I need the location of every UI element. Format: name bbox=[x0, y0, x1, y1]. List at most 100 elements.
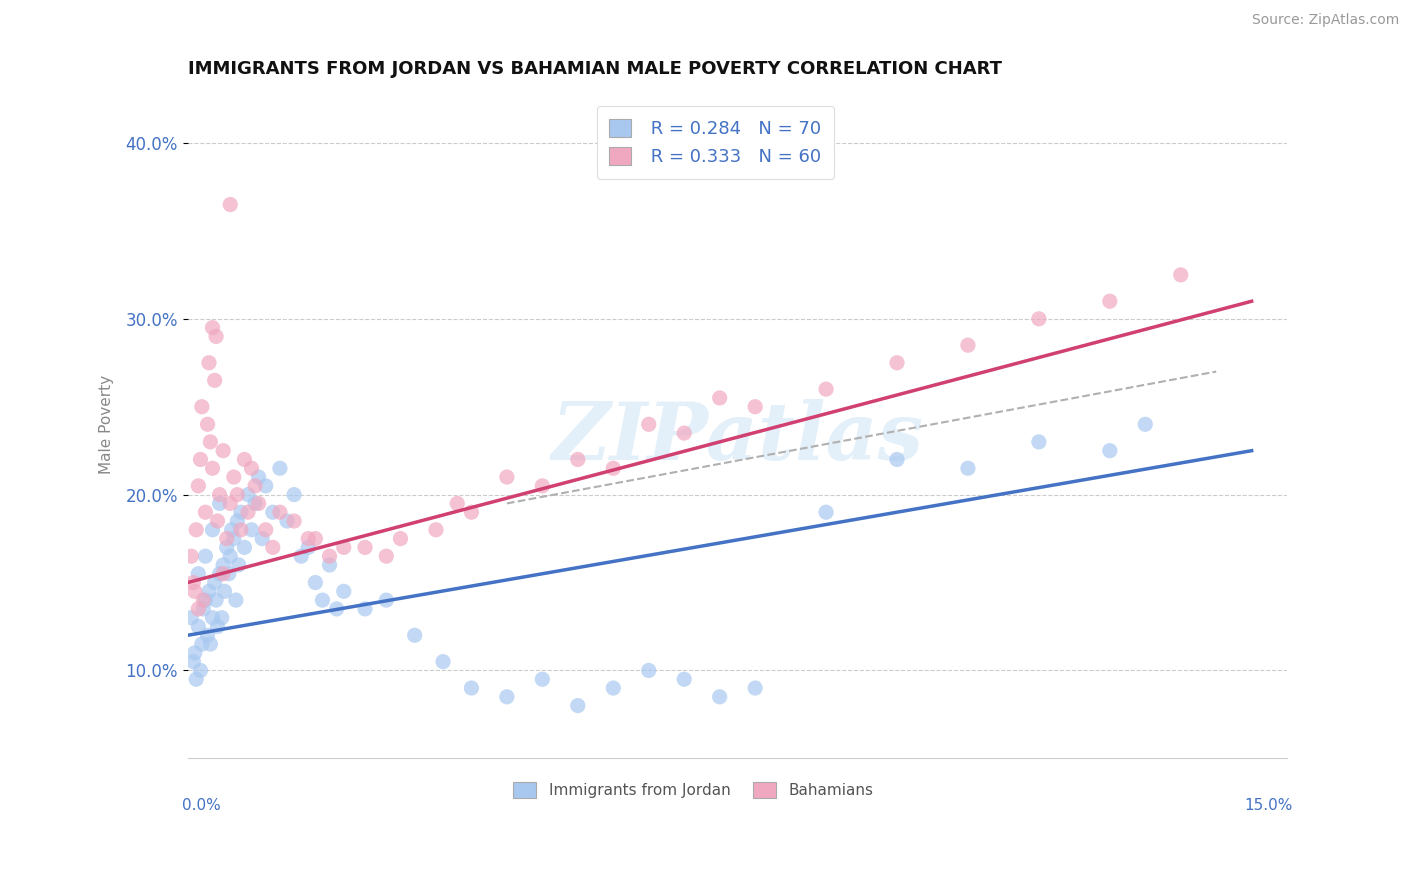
Point bbox=[1098, 294, 1121, 309]
Point bbox=[276, 514, 298, 528]
Point bbox=[226, 514, 249, 528]
Point bbox=[215, 532, 238, 546]
Point bbox=[222, 532, 245, 546]
Point bbox=[311, 593, 333, 607]
Point bbox=[201, 523, 224, 537]
Point bbox=[214, 584, 236, 599]
Point bbox=[247, 496, 270, 510]
Point bbox=[389, 532, 412, 546]
Point bbox=[197, 417, 219, 432]
Point bbox=[404, 628, 426, 642]
Point bbox=[425, 523, 447, 537]
Point bbox=[201, 461, 224, 475]
Point bbox=[194, 549, 217, 564]
Point bbox=[354, 541, 377, 555]
Point bbox=[432, 655, 454, 669]
Point bbox=[567, 452, 589, 467]
Point bbox=[218, 566, 240, 581]
Point bbox=[247, 470, 270, 484]
Point bbox=[198, 584, 221, 599]
Point bbox=[229, 505, 252, 519]
Point bbox=[191, 637, 214, 651]
Point bbox=[269, 461, 291, 475]
Legend: Immigrants from Jordan, Bahamians: Immigrants from Jordan, Bahamians bbox=[508, 776, 880, 805]
Text: Source: ZipAtlas.com: Source: ZipAtlas.com bbox=[1251, 13, 1399, 28]
Point bbox=[219, 197, 242, 211]
Point bbox=[1028, 311, 1050, 326]
Point bbox=[744, 681, 766, 695]
Point bbox=[193, 602, 215, 616]
Point bbox=[602, 681, 624, 695]
Point bbox=[190, 664, 212, 678]
Point bbox=[212, 566, 235, 581]
Point bbox=[208, 566, 231, 581]
Point bbox=[194, 593, 217, 607]
Point bbox=[240, 523, 263, 537]
Point bbox=[673, 426, 696, 441]
Point bbox=[208, 496, 231, 510]
Point bbox=[236, 488, 259, 502]
Point bbox=[815, 505, 838, 519]
Point bbox=[186, 523, 208, 537]
Point bbox=[375, 593, 398, 607]
Text: IMMIGRANTS FROM JORDAN VS BAHAMIAN MALE POVERTY CORRELATION CHART: IMMIGRANTS FROM JORDAN VS BAHAMIAN MALE … bbox=[187, 60, 1001, 78]
Point bbox=[332, 541, 354, 555]
Point bbox=[184, 584, 207, 599]
Point bbox=[205, 593, 228, 607]
Point bbox=[956, 338, 979, 352]
Point bbox=[637, 417, 659, 432]
Point bbox=[219, 496, 242, 510]
Point bbox=[304, 532, 326, 546]
Point bbox=[212, 443, 235, 458]
Point bbox=[254, 523, 277, 537]
Point bbox=[262, 541, 284, 555]
Point bbox=[602, 461, 624, 475]
Point bbox=[496, 690, 519, 704]
Point bbox=[187, 619, 209, 633]
Point bbox=[201, 610, 224, 624]
Point bbox=[215, 541, 238, 555]
Point bbox=[673, 672, 696, 686]
Y-axis label: Male Poverty: Male Poverty bbox=[100, 375, 114, 474]
Point bbox=[236, 505, 259, 519]
Point bbox=[318, 549, 340, 564]
Point bbox=[446, 496, 468, 510]
Point bbox=[567, 698, 589, 713]
Point bbox=[183, 575, 205, 590]
Point bbox=[228, 558, 250, 572]
Point bbox=[744, 400, 766, 414]
Point bbox=[187, 479, 209, 493]
Point bbox=[496, 470, 519, 484]
Point bbox=[304, 575, 326, 590]
Point bbox=[204, 575, 226, 590]
Point bbox=[956, 461, 979, 475]
Point bbox=[180, 549, 202, 564]
Point bbox=[186, 672, 208, 686]
Text: 15.0%: 15.0% bbox=[1244, 798, 1292, 814]
Point bbox=[180, 610, 202, 624]
Point bbox=[200, 434, 222, 449]
Point bbox=[207, 514, 229, 528]
Point bbox=[886, 356, 908, 370]
Text: ZIPatlas: ZIPatlas bbox=[551, 399, 924, 476]
Point bbox=[221, 523, 243, 537]
Point bbox=[193, 593, 215, 607]
Point bbox=[187, 602, 209, 616]
Point bbox=[269, 505, 291, 519]
Point bbox=[297, 532, 319, 546]
Point bbox=[200, 637, 222, 651]
Text: 0.0%: 0.0% bbox=[183, 798, 221, 814]
Point bbox=[212, 558, 235, 572]
Point bbox=[254, 479, 277, 493]
Point bbox=[201, 320, 224, 334]
Point bbox=[290, 549, 312, 564]
Point bbox=[233, 541, 256, 555]
Point bbox=[240, 461, 263, 475]
Point bbox=[531, 479, 554, 493]
Point bbox=[1028, 434, 1050, 449]
Point bbox=[194, 505, 217, 519]
Point bbox=[460, 681, 482, 695]
Point bbox=[886, 452, 908, 467]
Point bbox=[211, 610, 233, 624]
Point bbox=[208, 488, 231, 502]
